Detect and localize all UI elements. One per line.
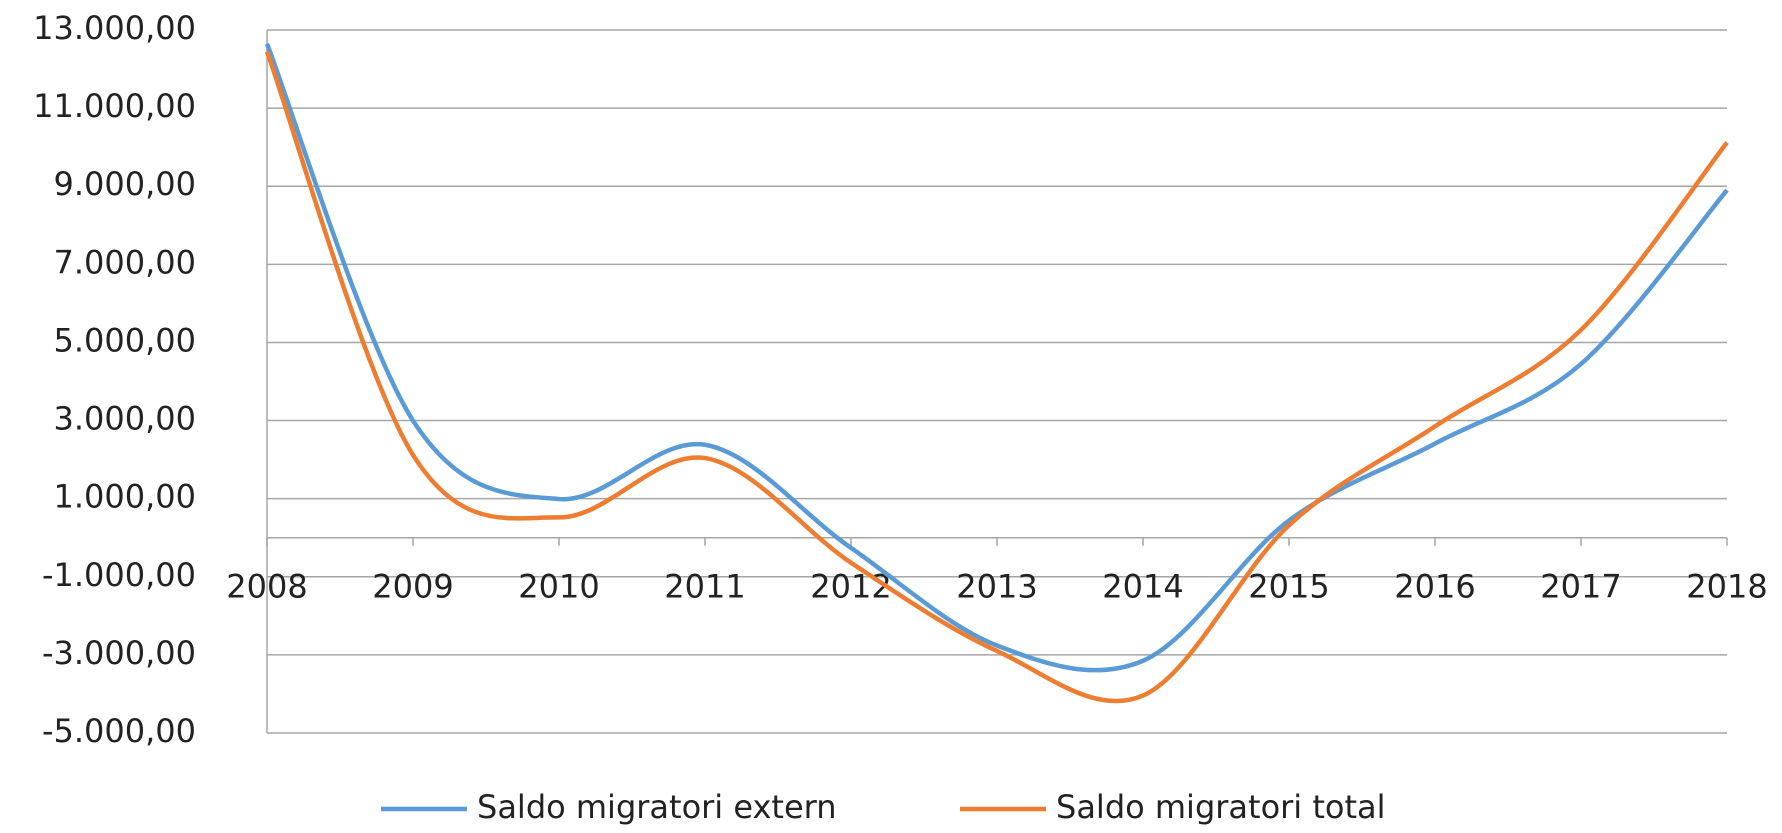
- x-tick-label: 2011: [664, 568, 745, 606]
- line-series: [264, 50, 1729, 704]
- x-tick-label: 2009: [372, 568, 453, 606]
- y-tick-label: 1.000,00: [54, 478, 197, 516]
- x-tick-label: 2017: [1540, 568, 1621, 606]
- line-series: [264, 42, 1729, 673]
- x-tick-label: 2018: [1686, 568, 1767, 606]
- y-tick-label: 7.000,00: [54, 243, 197, 281]
- x-tick-label: 2014: [1102, 568, 1183, 606]
- y-tick-label: 5.000,00: [54, 321, 197, 359]
- x-tick-label: 2008: [226, 568, 307, 606]
- x-tick-label: 2010: [518, 568, 599, 606]
- x-tick-label: 2012: [810, 568, 891, 606]
- y-tick-label: 3.000,00: [54, 400, 197, 438]
- y-tick-label: -3.000,00: [42, 634, 196, 672]
- x-tick-label: 2016: [1394, 568, 1475, 606]
- x-tick-label: 2015: [1248, 568, 1329, 606]
- x-tick-label: 2013: [956, 568, 1037, 606]
- y-tick-label: -5.000,00: [42, 712, 196, 750]
- y-tick-label: 9.000,00: [54, 165, 197, 203]
- legend-label: Saldo migratori extern: [477, 788, 837, 826]
- y-tick-label: -1.000,00: [42, 556, 196, 594]
- legend-label: Saldo migratori total: [1056, 788, 1386, 826]
- y-tick-label: 11.000,00: [33, 87, 196, 125]
- y-tick-label: 13.000,00: [33, 9, 196, 47]
